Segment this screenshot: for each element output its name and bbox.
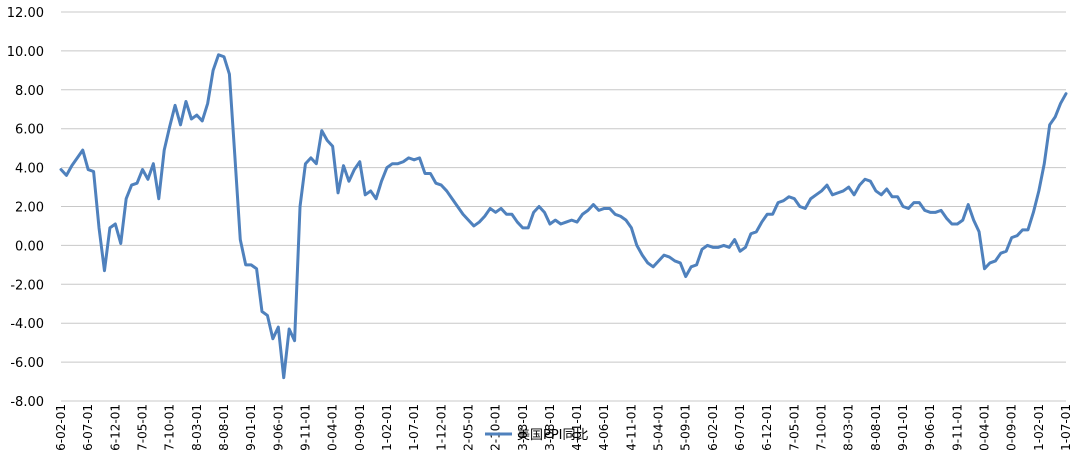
x-tick-label: 2006-12-01 — [108, 404, 122, 450]
x-tick-label: 2011-07-01 — [407, 404, 421, 450]
legend: 美国PPI同比 — [485, 428, 589, 443]
series-line-us-ppi-yoy — [59, 53, 1068, 380]
y-tick-label: 6.00 — [15, 123, 44, 138]
x-tick-label: 2012-10-01 — [489, 404, 503, 450]
y-tick-label: -2.00 — [10, 278, 44, 293]
series-layer — [59, 53, 1068, 380]
x-tick-label: 2014-01-01 — [570, 404, 584, 450]
x-tick-label: 2009-01-01 — [244, 404, 258, 450]
x-tick-label: 2006-02-01 — [54, 404, 68, 450]
x-axis-tick-labels: 2006-02-01 2006-07-01 2006-12-01 2007-05-01… — [54, 404, 1073, 454]
x-tick-label: 2016-12-01 — [760, 404, 774, 450]
x-tick-label: 2021-02-01 — [1032, 404, 1046, 450]
x-tick-label: 2019-11-01 — [950, 404, 964, 450]
x-tick-label: 2008-03-01 — [190, 404, 204, 450]
y-tick-label: -6.00 — [10, 356, 44, 371]
x-tick-label: 2015-04-01 — [652, 404, 666, 450]
y-tick-label: -4.00 — [10, 317, 44, 332]
x-tick-label: 2011-12-01 — [434, 404, 448, 450]
x-tick-label: 2021-07-01 — [1059, 404, 1073, 450]
x-tick-label: 2009-06-01 — [271, 404, 285, 450]
x-tick-label: 2017-05-01 — [787, 404, 801, 450]
x-tick-label: 2020-09-01 — [1005, 404, 1019, 450]
gridlines — [61, 11, 1066, 402]
x-tick-label: 2014-11-01 — [624, 404, 638, 450]
y-tick-label: 10.00 — [7, 45, 44, 60]
y-tick-label: 8.00 — [15, 84, 44, 99]
y-tick-label: 0.00 — [15, 239, 44, 254]
x-tick-label: 2018-03-01 — [842, 404, 856, 450]
y-tick-label: 12.00 — [7, 6, 44, 21]
x-tick-label: 2013-08-01 — [543, 404, 557, 450]
y-axis-tick-labels: 12.00 10.00 8.00 6.00 4.00 2.00 0.00 -2.00 -4.00… — [7, 6, 44, 410]
x-tick-label: 2014-06-01 — [597, 404, 611, 450]
x-tick-label: 2007-05-01 — [135, 404, 149, 450]
y-tick-label: -8.00 — [10, 395, 44, 410]
x-tick-label: 2011-02-01 — [380, 404, 394, 450]
x-tick-label: 2008-08-01 — [217, 404, 231, 450]
x-tick-label: 2016-07-01 — [733, 404, 747, 450]
x-tick-label: 2019-06-01 — [923, 404, 937, 450]
x-tick-label: 2015-09-01 — [679, 404, 693, 450]
y-tick-label: 4.00 — [15, 162, 44, 177]
legend-label: 美国PPI同比 — [517, 428, 589, 443]
x-tick-label: 2017-10-01 — [815, 404, 829, 450]
x-tick-label: 2007-10-01 — [163, 404, 177, 450]
x-tick-label: 2010-09-01 — [353, 404, 367, 450]
x-tick-label: 2020-04-01 — [978, 404, 992, 450]
x-tick-label: 2012-05-01 — [461, 404, 475, 450]
x-tick-label: 2013-03-01 — [516, 404, 530, 450]
y-tick-label: 2.00 — [15, 201, 44, 216]
x-tick-label: 2016-02-01 — [706, 404, 720, 450]
x-tick-label: 2010-04-01 — [326, 404, 340, 450]
x-tick-label: 2009-11-01 — [298, 404, 312, 450]
x-tick-label: 2018-08-01 — [869, 404, 883, 450]
x-tick-label: 2006-07-01 — [81, 404, 95, 450]
x-tick-label: 2019-01-01 — [896, 404, 910, 450]
